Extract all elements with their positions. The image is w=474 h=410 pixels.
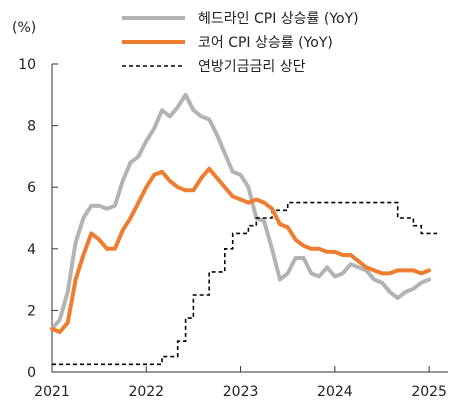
y-tick-label: 4: [27, 242, 36, 258]
y-axis-unit-label: (%): [12, 20, 36, 36]
y-tick-label: 2: [27, 303, 36, 319]
x-tick-label: 2023: [223, 384, 259, 400]
y-tick-label: 8: [27, 119, 36, 135]
series-line-1: [50, 92, 432, 331]
series-line-2: [50, 166, 432, 334]
series-lines: [50, 92, 437, 366]
x-tick-label: 2022: [128, 384, 164, 400]
x-tick-label: 2021: [34, 384, 70, 400]
legend-label-2: 코어 CPI 상승률 (YoY): [198, 35, 333, 51]
legend-label-1: 헤드라인 CPI 상승률 (YoY): [198, 11, 359, 27]
y-tick-label: 0: [27, 365, 36, 381]
y-tick-label: 6: [27, 180, 36, 196]
legend: 헤드라인 CPI 상승률 (YoY) 코어 CPI 상승률 (YoY) 연방기금금리…: [122, 11, 359, 75]
legend-label-3: 연방기금금리 상단: [198, 59, 306, 75]
y-tick-label: 10: [18, 57, 36, 73]
x-tick-label: 2025: [411, 384, 447, 400]
x-tick-label: 2024: [317, 384, 353, 400]
axes: 0 2 4 6 8 10 2021 2022 2023 2024 2025: [18, 57, 448, 400]
series-line-3: [52, 201, 437, 366]
